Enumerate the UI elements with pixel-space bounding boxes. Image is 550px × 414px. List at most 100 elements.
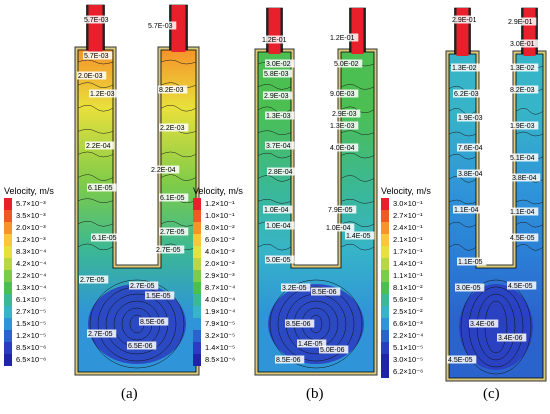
legend-swatch bbox=[381, 306, 389, 318]
contour-line bbox=[448, 131, 477, 137]
contour-label: 8.5E-06 bbox=[286, 321, 311, 328]
contour-label-bg bbox=[297, 339, 327, 348]
contour-line bbox=[77, 151, 114, 158]
contour-line bbox=[340, 243, 375, 251]
contour-label: 1.3E-03 bbox=[266, 113, 291, 120]
legend-swatch bbox=[381, 354, 389, 366]
contour-label-bg bbox=[150, 165, 180, 174]
contour-label-bg bbox=[263, 69, 293, 78]
contour-label-bg bbox=[265, 111, 295, 120]
legend-tick-label: 7.9×10⁻⁵ bbox=[205, 319, 236, 328]
contour-label-bg bbox=[329, 89, 359, 98]
legend-swatch bbox=[381, 342, 389, 354]
contour-label-bg bbox=[85, 141, 115, 150]
legend-swatch bbox=[381, 366, 389, 378]
legend-swatch bbox=[193, 234, 201, 246]
legend-swatch bbox=[193, 210, 201, 222]
contour-label-bg bbox=[129, 281, 159, 290]
contour-label: 1.0E-04 bbox=[264, 207, 289, 214]
contour-label: 2.2E-04 bbox=[86, 143, 111, 150]
contour-label-bg bbox=[265, 221, 295, 230]
contour-label-bg bbox=[159, 227, 189, 236]
legend-tick-label: 1.0×10⁻¹ bbox=[205, 211, 235, 220]
contour-label-bg bbox=[457, 143, 487, 152]
contour-label-bg bbox=[87, 329, 117, 338]
fluid-domain bbox=[257, 51, 375, 373]
contour-label-bg bbox=[469, 319, 499, 328]
legend-swatch bbox=[193, 258, 201, 270]
legend-scale: 5.7×10⁻³ 3.5×10⁻³ 2.0×10⁻³ 1.2×10⁻³ 8.3×10⁻⁴… bbox=[4, 198, 66, 366]
contour-label-bg bbox=[311, 287, 341, 296]
contour-label: 8.5E-06 bbox=[140, 319, 165, 326]
contour-label: 1.3E-02 bbox=[452, 65, 477, 72]
contour-label-bg bbox=[451, 63, 481, 72]
contour-line bbox=[448, 199, 477, 205]
contour-label: 2.2E-04 bbox=[151, 167, 176, 174]
contour-label-bg bbox=[329, 33, 359, 42]
contour-label: 3.8E-04 bbox=[458, 171, 483, 178]
contour-label: 3.0E-05 bbox=[456, 285, 481, 292]
legend-swatch bbox=[4, 198, 12, 210]
legend-swatch bbox=[4, 270, 12, 282]
legend-tick-label: 1.2×10⁻³ bbox=[16, 235, 46, 244]
legend-swatch bbox=[381, 330, 389, 342]
legend-tick-label: 2.7×10⁻¹ bbox=[393, 211, 423, 220]
contour-line bbox=[257, 152, 292, 159]
legend-swatch bbox=[4, 306, 12, 318]
contour-label-bg bbox=[139, 317, 169, 326]
contour-label-bg bbox=[511, 173, 541, 182]
legend-tick-label: 5.6×10⁻² bbox=[393, 295, 423, 304]
legend-swatch bbox=[4, 294, 12, 306]
contour-line bbox=[340, 175, 375, 182]
legend-tick-label: 8.5×10⁻⁶ bbox=[16, 343, 47, 352]
contour-line bbox=[448, 176, 477, 183]
legend-swatch bbox=[4, 342, 12, 354]
contour-label: 6.1E-05 bbox=[88, 185, 113, 192]
legend-swatch bbox=[381, 198, 389, 210]
contour-label-bg bbox=[319, 345, 349, 354]
contour-line bbox=[448, 153, 477, 160]
legend-color-bar bbox=[4, 198, 12, 366]
legend-tick-label: 8.3×10⁻⁴ bbox=[16, 247, 47, 256]
contour-label-bg bbox=[159, 123, 189, 132]
outlet-tube bbox=[171, 5, 186, 52]
contour-label: 5.0E-06 bbox=[320, 347, 345, 354]
caption-a: (a) bbox=[121, 386, 138, 402]
contour-label: 3.7E-04 bbox=[266, 143, 291, 150]
contour-label-bg bbox=[83, 51, 113, 60]
contour-label-bg bbox=[261, 35, 291, 44]
contour-label: 2.7E-05 bbox=[88, 331, 113, 338]
contour-label-bg bbox=[158, 85, 188, 94]
contour-line bbox=[448, 244, 477, 251]
contour-label-bg bbox=[79, 275, 109, 284]
legend-swatch bbox=[4, 354, 12, 366]
contour-label-bg bbox=[267, 167, 297, 176]
contour-label: 2.9E-01 bbox=[452, 17, 477, 24]
contour-label-bg bbox=[83, 15, 113, 24]
low-velocity-core bbox=[268, 284, 364, 364]
legend-scale: 3.0×10⁻¹ 2.7×10⁻¹ 2.4×10⁻¹ 2.1×10⁻¹ 1.7×10⁻¹… bbox=[381, 198, 443, 378]
legend-tick-label: 2.9×10⁻³ bbox=[205, 271, 235, 280]
contour-label-bg bbox=[333, 59, 363, 68]
contour-label-bg bbox=[145, 291, 175, 300]
contour-label: 1.5E-05 bbox=[146, 293, 171, 300]
contour-label: 3.4E-06 bbox=[498, 335, 523, 342]
contour-line bbox=[257, 84, 292, 90]
contour-label-bg bbox=[281, 283, 311, 292]
contour-label-bg bbox=[159, 193, 189, 202]
contour-label: 2.7E-05 bbox=[156, 247, 181, 254]
contour-label: 1.2E-01 bbox=[262, 37, 287, 44]
contour-label-bg bbox=[147, 21, 177, 30]
legend-tick-label: 6.5×10⁻⁶ bbox=[16, 355, 47, 364]
legend-tick-label: 2.4×10⁻¹ bbox=[393, 223, 423, 232]
contour-label: 2.9E-03 bbox=[332, 111, 357, 118]
contour-label: 5.8E-03 bbox=[264, 71, 289, 78]
contour-label: 5.0E-05 bbox=[266, 257, 291, 264]
legend-swatch bbox=[381, 294, 389, 306]
contour-label-bg bbox=[453, 89, 483, 98]
legend-swatch bbox=[381, 270, 389, 282]
legend-swatch bbox=[381, 258, 389, 270]
contour-label: 9.0E-03 bbox=[330, 91, 355, 98]
contour-line bbox=[340, 130, 375, 135]
